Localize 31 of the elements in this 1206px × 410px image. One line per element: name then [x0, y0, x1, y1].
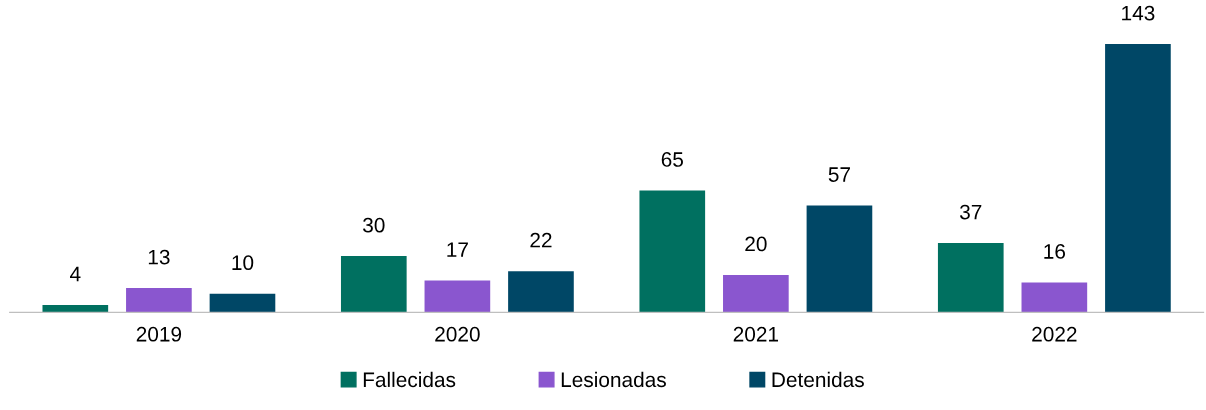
- data-label: 143: [1122, 5, 1155, 21]
- bar: [340, 256, 407, 313]
- data-label: 65: [661, 152, 683, 167]
- bar: [937, 242, 1004, 313]
- x-tick-label: 2020: [435, 326, 480, 342]
- bar: [1105, 44, 1171, 313]
- x-tick-label: 2021: [733, 326, 779, 342]
- bar: [209, 293, 276, 313]
- data-label: 30: [363, 217, 385, 233]
- data-label: 4: [70, 266, 81, 282]
- bar: [639, 190, 706, 313]
- x-tick-label: 2019: [136, 326, 182, 342]
- x-tick-label: 2022: [1032, 326, 1077, 342]
- bar: [1021, 282, 1088, 313]
- data-label: 16: [1044, 244, 1066, 259]
- data-label: 57: [828, 167, 850, 182]
- bar: [424, 280, 491, 313]
- data-label: 22: [530, 232, 552, 248]
- data-label: 13: [148, 249, 170, 265]
- data-label: 37: [959, 204, 982, 220]
- legend-label: Detenidas: [772, 371, 864, 388]
- data-label: 10: [232, 255, 254, 271]
- legend-label: Lesionadas: [561, 371, 666, 388]
- data-label: 20: [745, 236, 767, 252]
- legend-label: Fallecidas: [363, 371, 456, 388]
- data-label: 17: [447, 242, 468, 257]
- bar: [42, 304, 109, 313]
- bar: [508, 271, 574, 313]
- bar: [806, 205, 873, 313]
- bar: [126, 288, 192, 313]
- bar: [723, 274, 789, 313]
